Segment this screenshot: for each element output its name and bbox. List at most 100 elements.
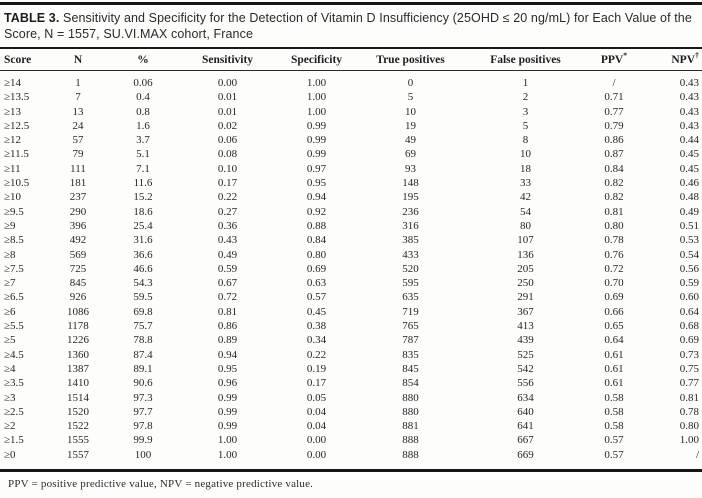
- table-cell: 0.80: [306, 248, 327, 261]
- table-cell: 595: [402, 277, 419, 290]
- table-cell: 556: [517, 377, 534, 390]
- table-cell: 0.51: [679, 219, 699, 232]
- table-cell: 79: [72, 148, 84, 161]
- table-footnote: PPV = positive predictive value, NPV = n…: [8, 477, 314, 490]
- column-header-sup: †: [695, 51, 699, 61]
- table-cell: 1.00: [217, 434, 238, 447]
- table-cell: ≥7: [4, 277, 16, 290]
- table-cell: 0.69: [306, 262, 327, 275]
- table-cell: 11.6: [133, 177, 153, 190]
- table-cell: 0.88: [306, 219, 327, 232]
- table-cell: 0.80: [679, 420, 699, 433]
- table-cell: 0.86: [604, 134, 624, 147]
- table-cell: 635: [402, 291, 419, 304]
- table-cell: 181: [69, 177, 87, 190]
- column-header: NPV†: [645, 49, 702, 71]
- table-cell: 1: [522, 77, 529, 89]
- table-cell: 0.97: [306, 162, 327, 175]
- table-cell: ≥5: [4, 334, 16, 347]
- table-cell: 433: [402, 248, 419, 261]
- table-cell: ≥8: [4, 248, 16, 261]
- table-cell: 926: [69, 291, 87, 304]
- table-cell: 854: [402, 377, 419, 390]
- table-cell: 0.04: [306, 420, 327, 433]
- table-cell: 0.57: [306, 291, 327, 304]
- table-cell: 0.72: [604, 262, 624, 275]
- table-cell: 1.00: [306, 91, 327, 104]
- table-cell: 97.7: [133, 405, 153, 418]
- table-cell: 0.99: [306, 148, 327, 161]
- table-cell: 0.05: [306, 391, 327, 404]
- table-cell: 0.49: [679, 205, 699, 218]
- table-cell: 0.72: [217, 291, 238, 304]
- table-cell: 787: [402, 334, 419, 347]
- table-cell: ≥4: [4, 362, 16, 375]
- table-cell: 0.49: [217, 248, 238, 261]
- table-cell: ≥9: [4, 219, 16, 232]
- table-cell: 1226: [67, 334, 89, 347]
- table-row: ≥10.5 181 11.6 0.17 0.95 148 33 0.82 0.46: [0, 176, 702, 190]
- table-cell: 24: [72, 119, 84, 132]
- column-header: N: [45, 49, 111, 71]
- table-cell: 316: [402, 219, 419, 232]
- table-cell: 18: [520, 162, 531, 175]
- table-cell: 765: [402, 320, 419, 333]
- table-cell: 90.6: [133, 377, 153, 390]
- table-cell: 0.86: [217, 320, 238, 333]
- table-cell: 0.59: [217, 262, 238, 275]
- table-caption-label: TABLE 3.: [4, 11, 60, 25]
- table-row: ≥14 1 0.06 0.00 1.00 0 1 / 0.43: [0, 71, 702, 91]
- table-cell: 0: [407, 77, 414, 89]
- table-row: ≥4 1387 89.1 0.95 0.19 845 542 0.61 0.75: [0, 362, 702, 376]
- table-cell: 49: [405, 134, 416, 147]
- table-cell: 880: [402, 405, 419, 418]
- table-cell: 0.58: [604, 405, 624, 418]
- table-row: ≥5 1226 78.8 0.89 0.34 787 439 0.64 0.69: [0, 333, 702, 347]
- table-cell: 0.57: [604, 434, 624, 447]
- table-cell: 0.99: [217, 405, 238, 418]
- table-cell: ≥13: [4, 105, 22, 118]
- table-cell: 0.00: [306, 434, 327, 447]
- table-cell: 0.17: [217, 177, 238, 190]
- table-cell: ≥10: [4, 191, 22, 204]
- table-row: ≥7 845 54.3 0.67 0.63 595 250 0.70 0.59: [0, 276, 702, 290]
- table-cell: 0.59: [679, 277, 699, 290]
- table-row: ≥11 111 7.1 0.10 0.97 93 18 0.84 0.45: [0, 162, 702, 176]
- table-cell: 0.45: [679, 148, 699, 161]
- table-cell: 0.81: [604, 205, 624, 218]
- table-cell: 97.3: [133, 391, 153, 404]
- table-cell: 0.99: [306, 134, 327, 147]
- table-cell: 5: [522, 119, 529, 132]
- table-cell: 0.94: [217, 348, 238, 361]
- table-cell: ≥4.5: [4, 348, 24, 361]
- table-cell: 0.96: [217, 377, 238, 390]
- table-cell: ≥9.5: [4, 205, 24, 218]
- caption-rule: [0, 47, 702, 49]
- table-cell: 888: [402, 448, 419, 461]
- table-cell: 634: [517, 391, 534, 404]
- table-cell: 0.78: [604, 234, 624, 247]
- table-cell: 0.87: [604, 148, 624, 161]
- table-cell: 80: [520, 219, 531, 232]
- table-cell: 57: [72, 134, 84, 147]
- table-cell: ≥7.5: [4, 262, 24, 275]
- column-header: Specificity: [280, 49, 353, 71]
- table-cell: 0.73: [679, 348, 699, 361]
- table-cell: ≥6: [4, 305, 16, 318]
- table-cell: 0.81: [217, 305, 238, 318]
- table-cell: 89.1: [133, 362, 153, 375]
- table-cell: 0.64: [679, 305, 699, 318]
- table-cell: 0.45: [306, 305, 327, 318]
- table-row: ≥8.5 492 31.6 0.43 0.84 385 107 0.78 0.53: [0, 233, 702, 247]
- table-cell: /: [695, 448, 699, 461]
- table-cell: 525: [517, 348, 534, 361]
- table-cell: ≥2: [4, 420, 16, 433]
- table-cell: 15.2: [133, 191, 153, 204]
- table-cell: 0.82: [604, 191, 624, 204]
- table-cell: 99.9: [133, 434, 153, 447]
- table-cell: 18.6: [133, 205, 153, 218]
- table-cell: 1520: [67, 405, 89, 418]
- table-cell: 640: [517, 405, 534, 418]
- table-cell: 1086: [67, 305, 89, 318]
- table-cell: 0.92: [306, 205, 327, 218]
